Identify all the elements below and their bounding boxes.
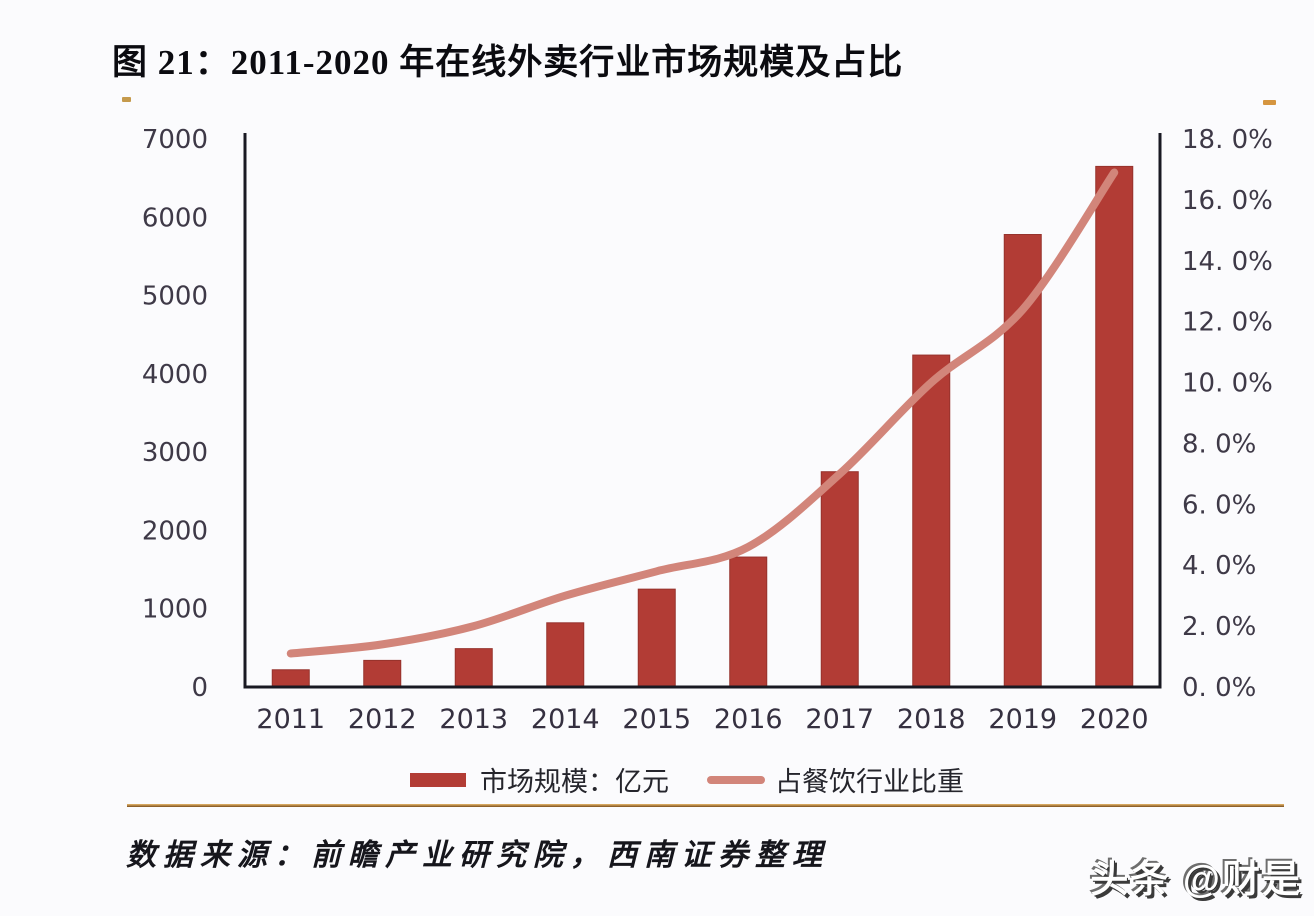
right-axis-tick-label: 6. 0% bbox=[1182, 490, 1256, 520]
bar-2018 bbox=[912, 354, 951, 688]
x-axis-label-2011: 2011 bbox=[256, 704, 325, 735]
chart-legend: 市场规模：亿元 占餐饮行业比重 bbox=[410, 760, 964, 799]
right-axis-tick-label: 12. 0% bbox=[1182, 308, 1273, 338]
x-axis-label-2013: 2013 bbox=[439, 704, 508, 735]
trend-line bbox=[286, 168, 1119, 658]
right-axis-tick-label: 14. 0% bbox=[1182, 247, 1273, 277]
left-axis-tick-label: 5000 bbox=[142, 282, 208, 312]
axis-frame bbox=[243, 133, 1162, 689]
left-axis-tick-label: 1000 bbox=[142, 595, 208, 625]
x-axis-label-2019: 2019 bbox=[988, 704, 1057, 735]
x-axis-label-2016: 2016 bbox=[714, 704, 783, 735]
bar-2014 bbox=[546, 622, 585, 688]
x-axis-label-2012: 2012 bbox=[348, 704, 417, 735]
right-axis-tick-label: 8. 0% bbox=[1182, 429, 1256, 459]
left-axis-tick-label: 2000 bbox=[142, 516, 208, 546]
left-axis-tick-label: 0 bbox=[191, 673, 208, 703]
gold-separator bbox=[127, 804, 1284, 807]
left-axis-tick-label: 6000 bbox=[142, 203, 208, 233]
right-axis-tick-label: 16. 0% bbox=[1182, 186, 1273, 216]
gold-dash-right-icon bbox=[1263, 100, 1276, 105]
x-axis-label-2018: 2018 bbox=[897, 704, 966, 735]
bar-2017 bbox=[820, 471, 859, 688]
right-axis-tick-label: 10. 0% bbox=[1182, 369, 1273, 399]
bar-2015 bbox=[637, 588, 676, 688]
x-axis-label-2017: 2017 bbox=[805, 704, 874, 735]
bar-2012 bbox=[363, 659, 402, 688]
left-axis-tick-label: 4000 bbox=[142, 360, 208, 390]
left-axis-tick-label: 7000 bbox=[142, 125, 208, 155]
left-axis-tick-label: 3000 bbox=[142, 438, 208, 468]
x-axis-label-2020: 2020 bbox=[1080, 704, 1149, 735]
right-axis-tick-label: 18. 0% bbox=[1182, 125, 1273, 155]
legend-line-label: 占餐饮行业比重 bbox=[775, 767, 964, 797]
legend-bar-swatch-icon bbox=[410, 772, 466, 787]
data-source: 数据来源：前瞻产业研究院，西南证券整理 bbox=[126, 839, 829, 872]
bar-2013 bbox=[454, 648, 493, 688]
right-axis-tick-label: 0. 0% bbox=[1182, 673, 1256, 703]
watermark: 头条 @财是 bbox=[1090, 859, 1302, 901]
bar-2011 bbox=[271, 669, 310, 688]
bar-2016 bbox=[729, 556, 768, 688]
right-axis-tick-label: 2. 0% bbox=[1182, 612, 1256, 642]
figure-title: 图 21：2011-2020 年在线外卖行业市场规模及占比 bbox=[112, 43, 904, 82]
x-axis-label-2014: 2014 bbox=[531, 704, 600, 735]
x-axis-label-2015: 2015 bbox=[622, 704, 691, 735]
bar-2020 bbox=[1095, 165, 1134, 688]
bar-2019 bbox=[1003, 234, 1042, 688]
legend-line-swatch-icon bbox=[707, 775, 765, 784]
gold-dash-left-icon bbox=[122, 97, 131, 102]
legend-bar-label: 市场规模：亿元 bbox=[480, 767, 669, 797]
right-axis-tick-label: 4. 0% bbox=[1182, 551, 1256, 581]
